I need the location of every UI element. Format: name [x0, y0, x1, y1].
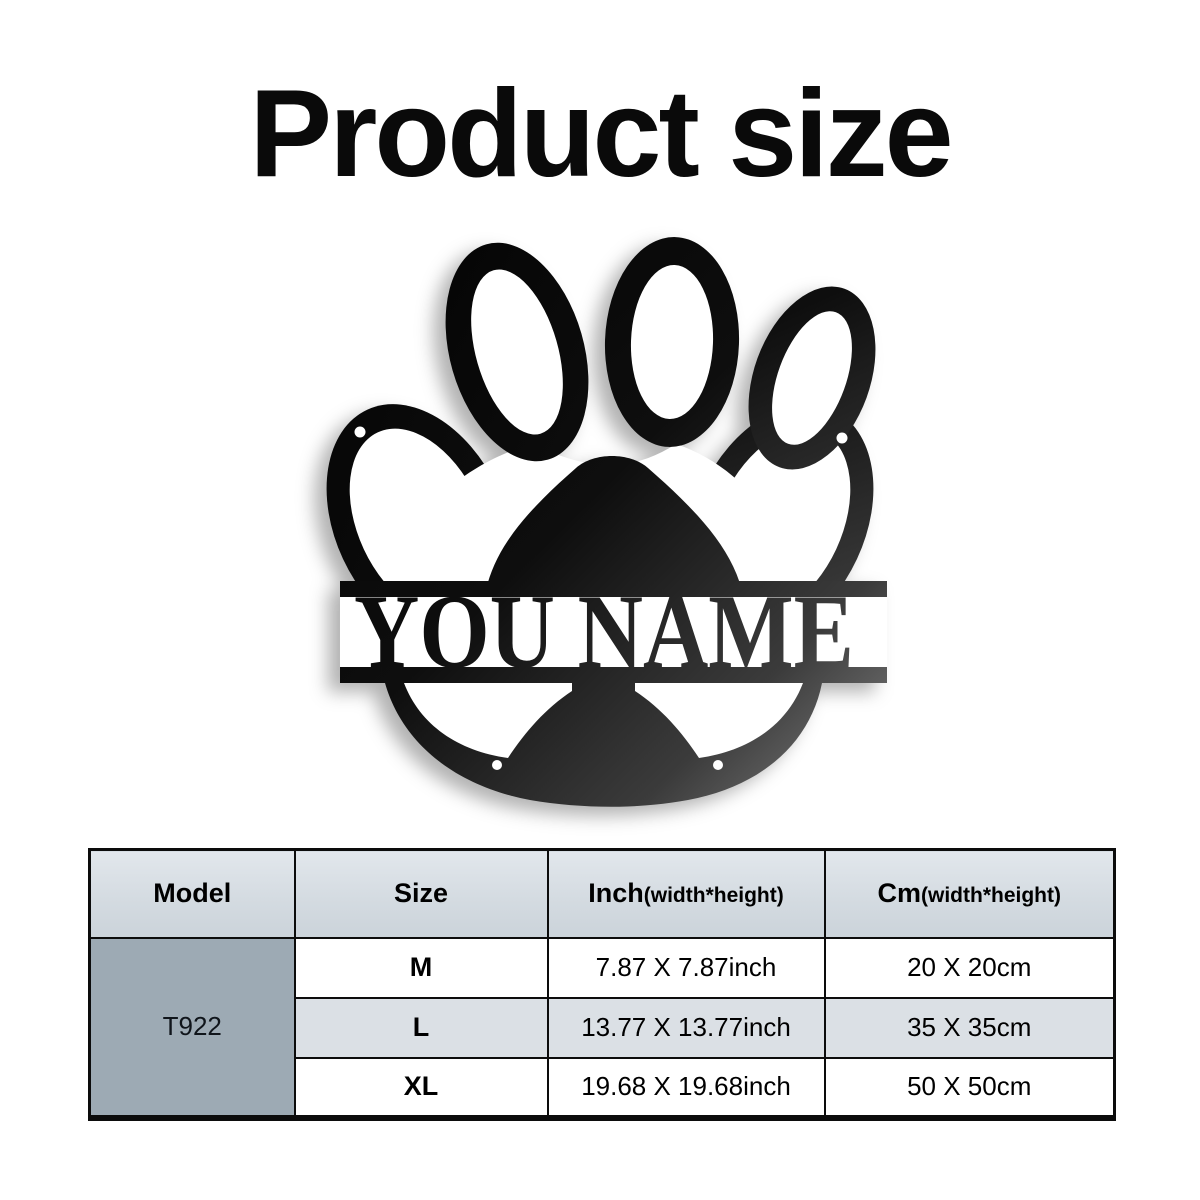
- cm-cell-l: 35 X 35cm: [823, 996, 1116, 1059]
- paw-toe-left-cutout: [471, 269, 563, 435]
- banner-bottom-rail: [340, 667, 887, 683]
- size-cell-l: L: [293, 996, 549, 1059]
- header-cm: Cm(width*height): [823, 848, 1116, 939]
- paw-toe-middle-cutout: [630, 265, 714, 419]
- inch-cell-xl: 19.68 X 19.68inch: [546, 1056, 826, 1119]
- mounting-hole-top-right: [836, 432, 848, 444]
- size-table-header-row: Model Size Inch(width*height) Cm(width*h…: [88, 848, 1116, 939]
- cm-cell-m: 20 X 20cm: [823, 936, 1116, 999]
- paw-bottom-right-cutout: [635, 683, 803, 758]
- cm-cell-xl: 50 X 50cm: [823, 1056, 1116, 1119]
- header-inch: Inch(width*height): [546, 848, 826, 939]
- table-row-xl: XL 19.68 X 19.68inch 50 X 50cm: [90, 1056, 1116, 1119]
- table-row-m: T922 M 7.87 X 7.87inch 20 X 20cm: [88, 936, 1116, 1119]
- page-title: Product size: [249, 65, 953, 203]
- paw-pad: [486, 456, 742, 590]
- size-cell-m: M: [293, 936, 549, 999]
- model-cell: T922: [88, 936, 296, 1119]
- banner-name-text: YOU NAME: [354, 573, 854, 690]
- header-model: Model: [88, 848, 296, 939]
- header-size: Size: [293, 848, 549, 939]
- paw-name-sign-graphic: YOU NAME: [326, 237, 887, 807]
- size-cell-xl: XL: [293, 1056, 549, 1119]
- paw-bottom-left-cutout: [404, 683, 572, 758]
- paw-toe-right-cutout: [772, 311, 852, 445]
- mounting-hole-top-left: [354, 426, 366, 438]
- size-table: Model Size Inch(width*height) Cm(width*h…: [88, 848, 1116, 1121]
- banner-top-rail: [340, 581, 887, 597]
- mounting-hole-bottom-left: [492, 760, 502, 770]
- banner-band: [340, 597, 887, 667]
- inch-cell-m: 7.87 X 7.87inch: [546, 936, 826, 999]
- mounting-hole-bottom-right: [713, 760, 723, 770]
- table-row-l: L 13.77 X 13.77inch 35 X 35cm: [90, 996, 1116, 1059]
- inch-cell-l: 13.77 X 13.77inch: [546, 996, 826, 1059]
